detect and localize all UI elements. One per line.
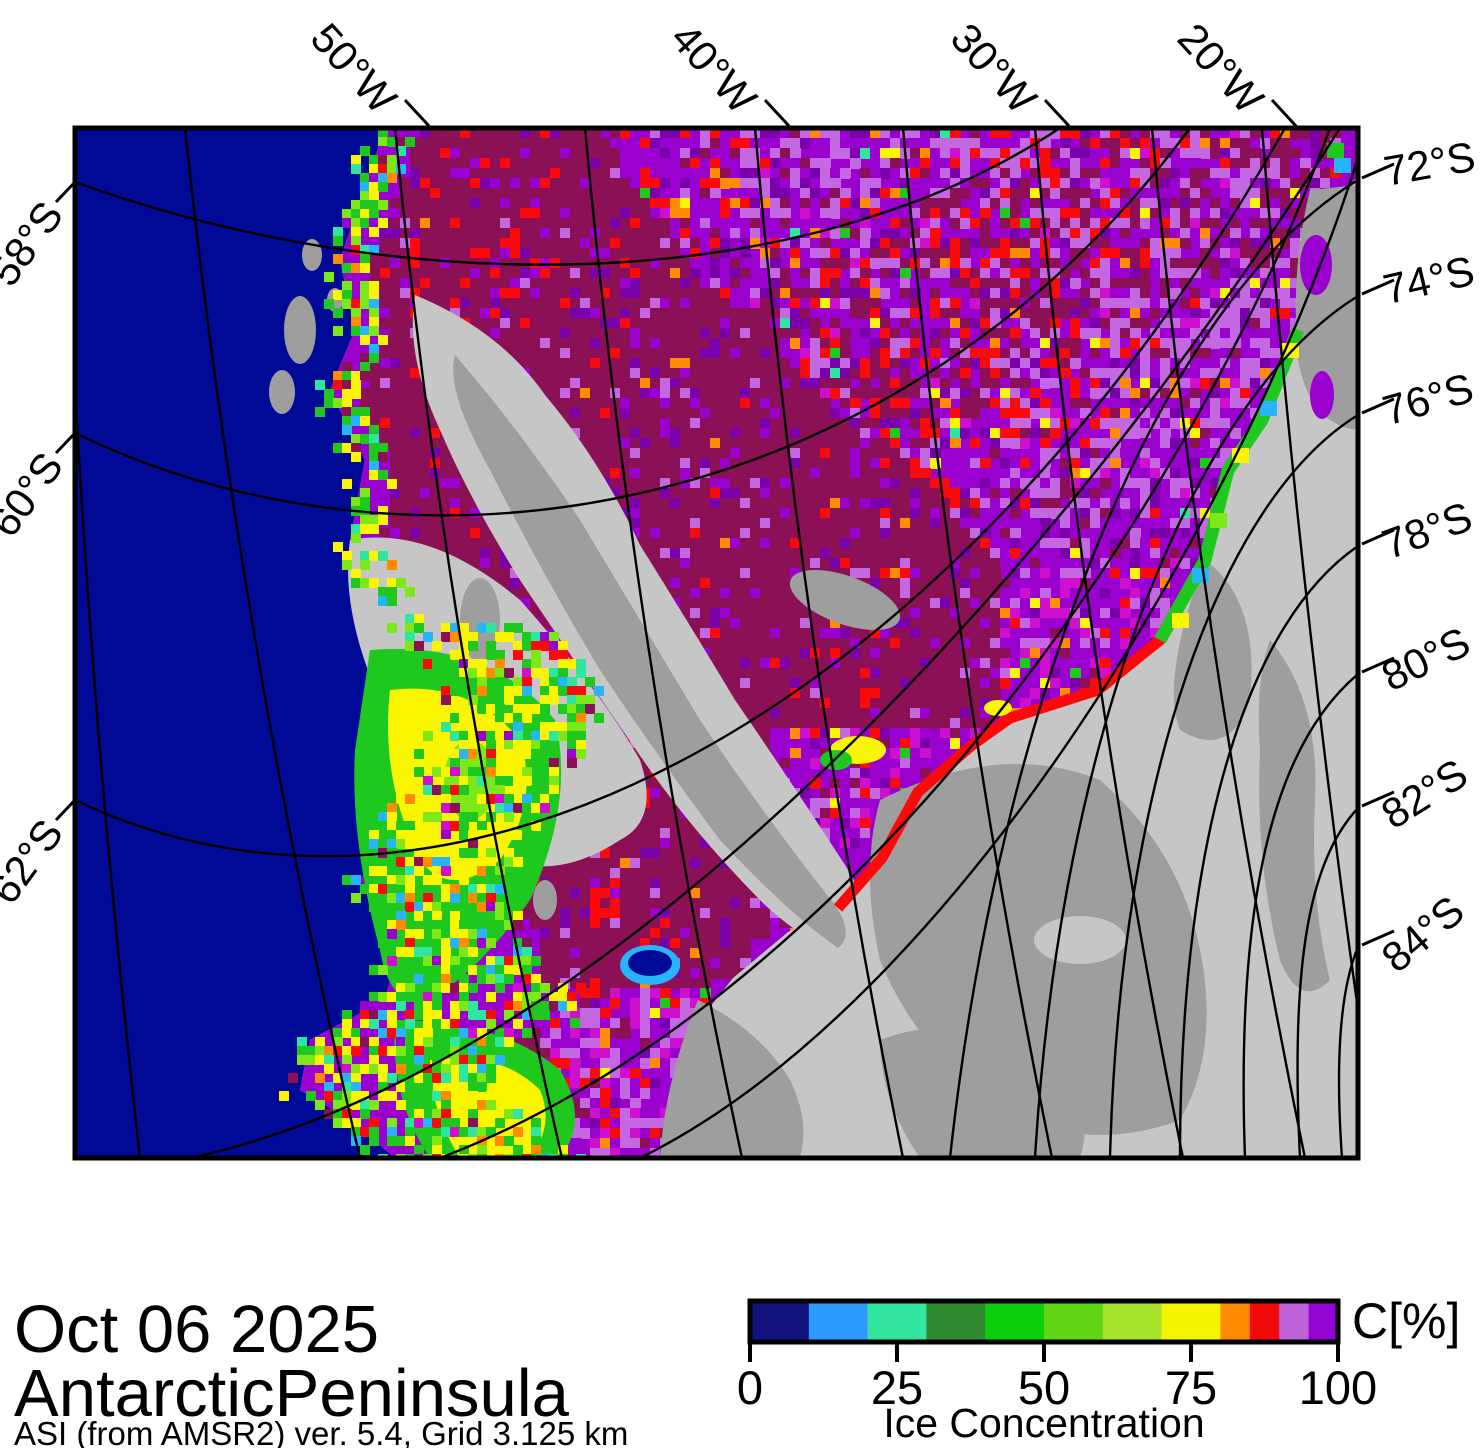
colorbar-unit-label: C[%]: [1352, 1293, 1460, 1349]
colorbar-segment: [1161, 1301, 1222, 1342]
region-label: AntarcticPeninsula: [14, 1356, 570, 1431]
latitude-label-right: 78°S: [1376, 493, 1478, 568]
colorbar-segment: [985, 1301, 1045, 1342]
longitude-label: 40°W: [662, 14, 766, 122]
ice-edge-speckle: [279, 128, 604, 1158]
colorbar-segment: [808, 1301, 869, 1342]
colorbar-segments: [750, 1301, 1339, 1342]
latitude-label-right: 84°S: [1373, 886, 1473, 981]
colorbar-segment: [1308, 1301, 1339, 1342]
latitude-label-right: 80°S: [1374, 618, 1477, 700]
colorbar-segment: [750, 1301, 810, 1342]
longitude-label: 20°W: [1169, 14, 1273, 122]
latitude-label-right: 76°S: [1378, 364, 1479, 434]
colorbar-segment: [1279, 1301, 1310, 1342]
colorbar: 0 25 50 75 100 C[%] Ice Concentration: [737, 1293, 1460, 1446]
latitude-label-right: 82°S: [1373, 750, 1476, 838]
latitude-label-right: 74°S: [1379, 247, 1479, 313]
colorbar-segment: [1044, 1301, 1104, 1342]
latitude-label-left: 62°S: [0, 811, 72, 913]
map-frame: [72, 125, 1361, 1161]
colorbar-tick-label: 100: [1299, 1361, 1377, 1414]
longitude-label: 30°W: [942, 14, 1046, 122]
map-panel: [75, 128, 1358, 1158]
colorbar-segment: [867, 1301, 928, 1342]
latitude-label-left: 60°S: [0, 444, 72, 546]
colorbar-ticks: 0 25 50 75 100: [737, 1344, 1377, 1414]
longitude-label: 50°W: [302, 14, 406, 122]
source-label: ASI (from AMSR2) ver. 5.4, Grid 3.125 km: [14, 1415, 628, 1448]
colorbar-segment: [1102, 1301, 1163, 1342]
colorbar-tick-label: 75: [1165, 1361, 1217, 1414]
colorbar-border: [747, 1298, 1341, 1345]
latitude-label-right: 72°S: [1380, 133, 1478, 195]
date-label: Oct 06 2025: [14, 1292, 379, 1367]
graticule: [75, 128, 1358, 1158]
colorbar-tick-label: 0: [737, 1361, 763, 1414]
colorbar-tick-label: 50: [1018, 1361, 1070, 1414]
colorbar-segment: [926, 1301, 986, 1342]
colorbar-tick-label: 25: [871, 1361, 923, 1414]
ocean-layer: [75, 128, 465, 1158]
colorbar-title: Ice Concentration: [883, 1400, 1204, 1446]
colorbar-segment: [1220, 1301, 1251, 1342]
latitude-label-left: 58°S: [0, 193, 72, 295]
colorbar-segment: [1249, 1301, 1280, 1342]
